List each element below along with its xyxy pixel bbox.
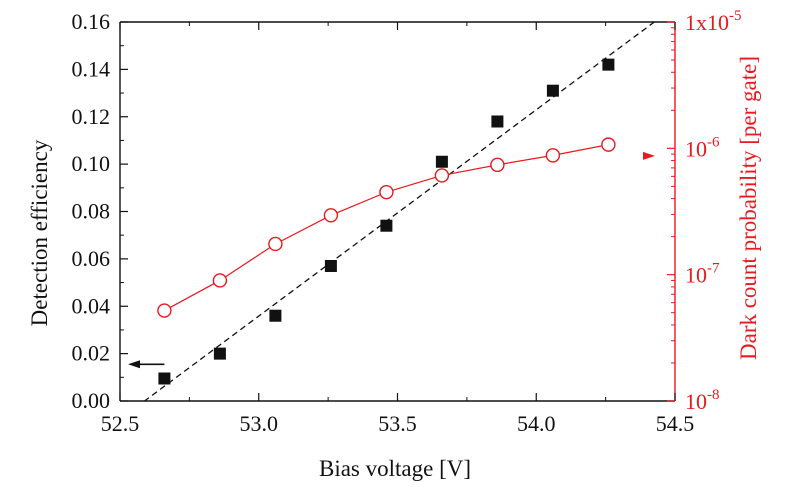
- dark-count-point: [157, 303, 172, 318]
- efficiency-point: [213, 347, 226, 360]
- dark-count-point: [545, 148, 561, 163]
- y-left-tick-label: 0.00: [72, 388, 111, 413]
- dark-count-point: [434, 168, 450, 183]
- x-tick-label: 53.5: [378, 411, 417, 436]
- plot-frame: [119, 21, 676, 402]
- dark-count-point: [212, 273, 228, 288]
- annotation-layer: [128, 151, 655, 369]
- dark-count-point: [268, 236, 283, 252]
- y-left-tick-label: 0.16: [72, 9, 111, 34]
- x-axis-label: Bias voltage [V]: [319, 456, 471, 481]
- efficiency-point: [380, 219, 393, 232]
- fit-line-layer: [143, 22, 656, 401]
- dark-count-point: [323, 208, 339, 223]
- y-right-tick-label: 1x10-5: [685, 8, 742, 35]
- efficiency-point: [602, 58, 615, 71]
- y-left-tick-label: 0.14: [72, 56, 111, 81]
- efficiency-point: [491, 115, 504, 128]
- x-tick-label: 54.5: [656, 411, 695, 436]
- dark-count-point: [490, 157, 505, 173]
- series-layer: [157, 58, 616, 385]
- right-axis-arrow-head: [643, 151, 655, 160]
- x-tick-label: 54.0: [517, 411, 556, 436]
- right-y-axis: 10-8 10-7 10-6 1x10-5: [667, 8, 742, 414]
- efficiency-point: [546, 84, 559, 97]
- y-left-tick-label: 0.06: [72, 246, 111, 271]
- x-axis: 52.5 53.0 53.5 54.0 54.5: [101, 22, 695, 436]
- efficiency-point: [269, 309, 282, 322]
- dark-count-point: [379, 184, 394, 200]
- x-tick-label: 53.0: [240, 411, 279, 436]
- y-right-tick-label: 10-6: [685, 134, 720, 161]
- right-y-axis-label: Dark count probability [per gate]: [736, 56, 761, 360]
- y-left-tick-label: 0.08: [72, 199, 111, 224]
- left-y-axis-label: Detection efficiency: [27, 139, 52, 326]
- x-tick-label: 52.5: [101, 411, 140, 436]
- y-right-tick-label: 10-8: [685, 387, 720, 414]
- y-left-tick-label: 0.12: [72, 104, 111, 129]
- y-left-tick-label: 0.04: [72, 293, 111, 318]
- y-left-tick-label: 0.02: [72, 341, 111, 366]
- left-y-axis: 0.00 0.02 0.04 0.06 0.08 0.10 0.12 0.14 0.16: [72, 9, 128, 413]
- dark-count-point: [601, 137, 616, 152]
- efficiency-point: [324, 259, 337, 272]
- efficiency-point: [158, 372, 171, 385]
- y-left-tick-label: 0.10: [72, 151, 111, 176]
- left-axis-arrow-head: [128, 360, 140, 369]
- y-right-tick-label: 10-7: [685, 261, 720, 288]
- efficiency-point: [435, 155, 448, 168]
- fit-line: [143, 22, 656, 401]
